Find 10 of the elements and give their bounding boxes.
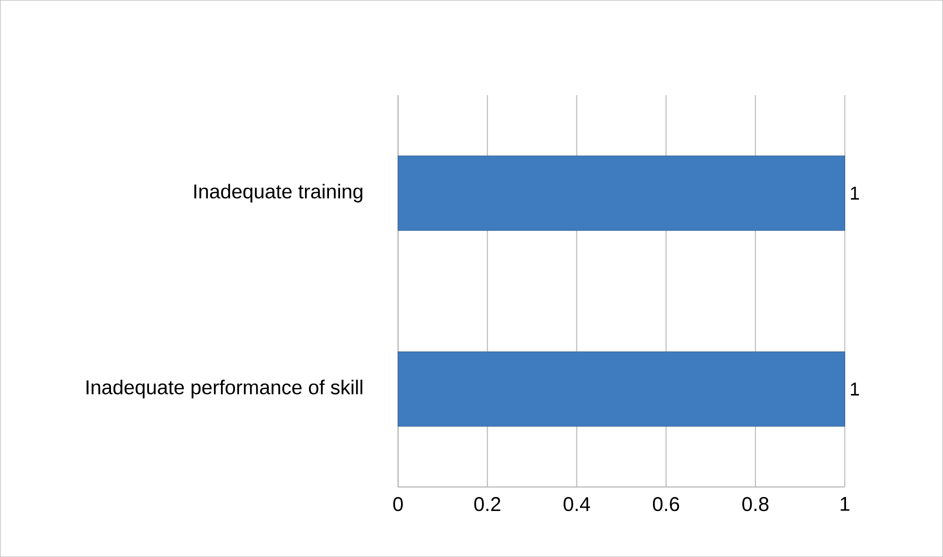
x-tick-label: 0 — [393, 496, 403, 512]
x-tick-label: 0.6 — [652, 496, 680, 512]
x-tick-label: 0.2 — [474, 496, 500, 512]
data-label: 1 — [850, 382, 859, 396]
data-label: 1 — [850, 186, 859, 200]
y-tick-label: Inadequate performance of skill — [86, 380, 362, 398]
y-tick-label: Inadequate training — [194, 184, 362, 202]
x-tick-label: 0.8 — [742, 496, 768, 512]
x-tick-label: 0.4 — [564, 496, 590, 512]
x-tick-label: 1 — [840, 496, 850, 511]
